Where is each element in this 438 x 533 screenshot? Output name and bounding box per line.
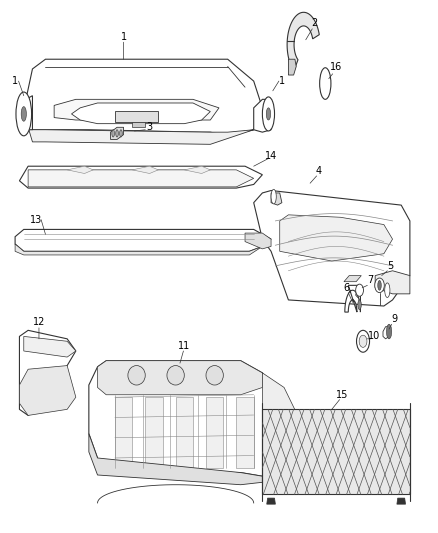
Circle shape — [112, 130, 114, 137]
Text: 2: 2 — [311, 18, 318, 28]
Ellipse shape — [357, 330, 370, 352]
Text: 12: 12 — [33, 317, 45, 327]
Polygon shape — [28, 170, 254, 187]
Circle shape — [378, 280, 381, 290]
Polygon shape — [89, 434, 262, 484]
Polygon shape — [19, 330, 76, 415]
Polygon shape — [115, 397, 132, 467]
Circle shape — [358, 300, 361, 310]
Text: 1: 1 — [120, 33, 127, 42]
Ellipse shape — [359, 335, 367, 348]
Polygon shape — [110, 127, 124, 140]
Polygon shape — [26, 59, 262, 136]
Polygon shape — [24, 336, 76, 357]
Polygon shape — [262, 373, 297, 446]
Polygon shape — [237, 397, 254, 467]
Circle shape — [386, 324, 392, 339]
Polygon shape — [271, 193, 282, 205]
Text: 13: 13 — [30, 215, 42, 225]
Circle shape — [116, 130, 118, 137]
Circle shape — [271, 189, 276, 204]
Circle shape — [16, 92, 32, 136]
Circle shape — [385, 283, 390, 297]
Polygon shape — [67, 166, 93, 174]
Polygon shape — [19, 96, 32, 130]
Text: 14: 14 — [265, 151, 277, 161]
Polygon shape — [132, 123, 145, 127]
Ellipse shape — [375, 278, 384, 293]
Text: 11: 11 — [178, 341, 191, 351]
Text: 5: 5 — [387, 261, 393, 271]
Polygon shape — [54, 99, 219, 120]
Polygon shape — [26, 108, 262, 144]
Polygon shape — [345, 285, 360, 312]
Text: 4: 4 — [316, 166, 322, 176]
Text: 15: 15 — [336, 390, 348, 400]
Polygon shape — [115, 111, 158, 123]
Circle shape — [21, 107, 26, 121]
Circle shape — [120, 130, 122, 137]
Polygon shape — [375, 271, 410, 294]
Polygon shape — [132, 166, 158, 174]
Polygon shape — [15, 229, 271, 251]
Polygon shape — [254, 99, 271, 132]
Text: 16: 16 — [330, 61, 342, 71]
Polygon shape — [356, 285, 363, 297]
Polygon shape — [98, 361, 262, 395]
Polygon shape — [19, 366, 76, 415]
Polygon shape — [254, 190, 410, 306]
Polygon shape — [245, 233, 271, 249]
Text: 1: 1 — [12, 76, 18, 86]
Polygon shape — [19, 166, 262, 188]
Ellipse shape — [128, 366, 145, 385]
Polygon shape — [145, 397, 162, 467]
Polygon shape — [262, 409, 410, 495]
Polygon shape — [383, 327, 390, 339]
Circle shape — [262, 97, 275, 131]
Circle shape — [266, 108, 271, 120]
Polygon shape — [288, 59, 296, 75]
Ellipse shape — [356, 284, 364, 296]
Polygon shape — [206, 397, 223, 467]
Polygon shape — [280, 215, 392, 261]
Text: 10: 10 — [368, 332, 381, 342]
Polygon shape — [71, 103, 210, 124]
Polygon shape — [89, 361, 284, 476]
Polygon shape — [344, 276, 361, 282]
Circle shape — [320, 68, 331, 99]
Polygon shape — [267, 498, 276, 504]
Polygon shape — [15, 244, 262, 255]
Text: 3: 3 — [147, 122, 153, 132]
Ellipse shape — [167, 366, 184, 385]
Polygon shape — [184, 166, 210, 174]
Polygon shape — [287, 12, 319, 71]
Polygon shape — [176, 397, 193, 467]
Ellipse shape — [206, 366, 223, 385]
Text: 1: 1 — [279, 76, 285, 86]
Polygon shape — [397, 498, 406, 504]
Text: 7: 7 — [367, 276, 373, 286]
Text: 6: 6 — [343, 283, 349, 293]
Text: 9: 9 — [391, 314, 397, 325]
